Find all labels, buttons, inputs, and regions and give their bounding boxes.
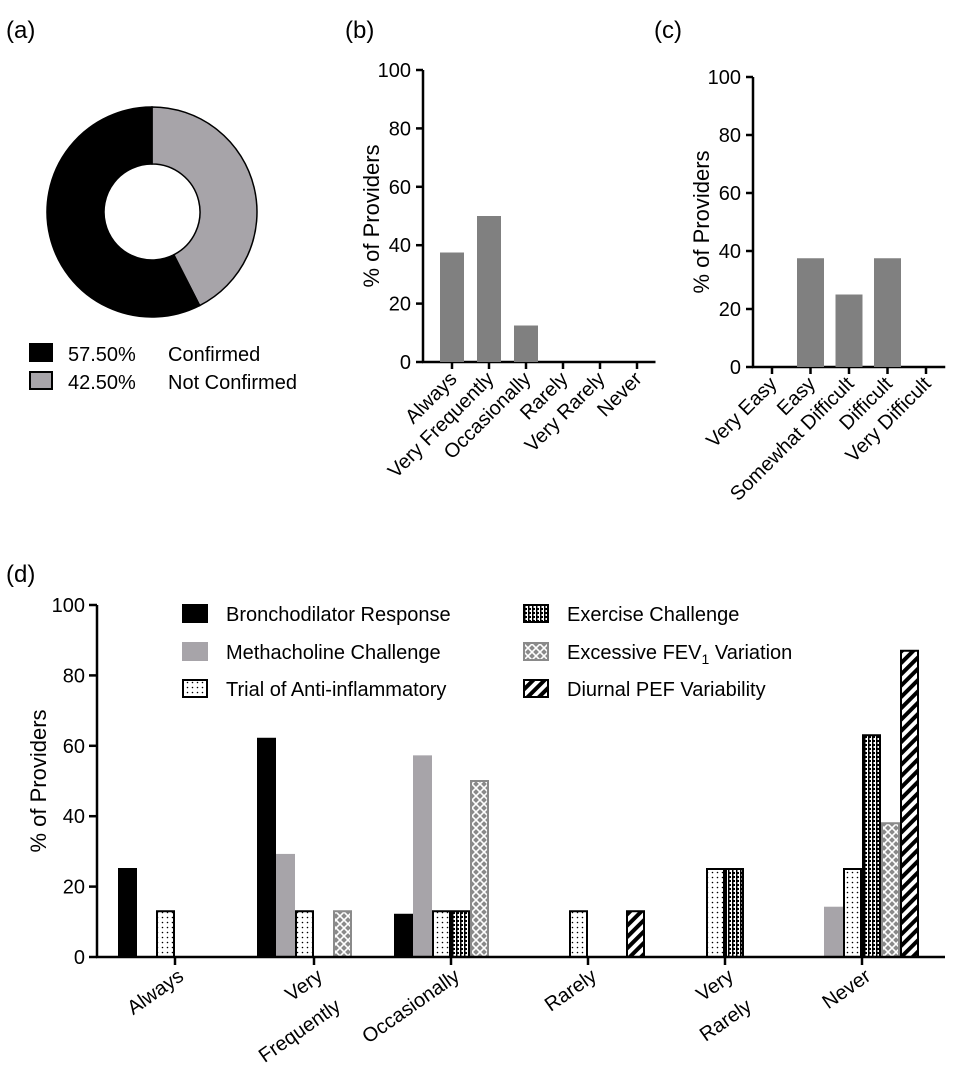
y-tick-label: 100 [378,60,411,82]
x-tick-label: Very Easy [702,373,781,452]
bar-dots-5 [843,868,862,958]
bar-solid-black-0 [118,868,137,958]
y-tick-label: 60 [389,177,411,199]
x-tick-label: Rarely [541,965,601,1016]
panel-d-label: (d) [6,561,35,588]
bar-difficult [874,258,901,367]
bar-grid-dark-2 [451,910,470,958]
bar-solid-black-1 [257,737,276,959]
panel-c-label: (c) [654,17,682,44]
legend-label-fev1-sub: 1 [701,651,709,667]
bar-dots-0 [156,910,175,958]
bar-grid-dark-4 [725,868,744,958]
y-tick-label: 80 [389,118,411,140]
y-axis-title: % of Providers [26,709,51,852]
legend-swatch-anti-inflammatory [182,679,208,698]
bar-crosshatch-1 [333,910,352,958]
bar-crosshatch-5 [881,822,900,958]
bar-solid-gray-2 [413,755,432,958]
legend-pct-confirmed: 57.50% [68,344,136,366]
y-tick-label: 80 [719,125,741,147]
x-tick-label: Very [281,965,326,1006]
bar-always [440,252,464,362]
y-tick-label: 80 [63,665,85,687]
legend-swatch-diurnal [523,679,549,698]
y-tick-label: 0 [400,352,411,374]
y-tick-label: 0 [74,947,85,969]
y-tick-label: 100 [52,595,85,617]
x-tick-label: Very [692,965,737,1006]
bar-solid-gray-5 [824,906,843,958]
legend-label-fev1: Excessive FEV1 Variation [567,642,792,667]
legend-label-confirmed: Confirmed [168,344,260,366]
legend-label-fev1-main: Excessive FEV [567,642,702,664]
donut-slice-confirmed [46,106,201,318]
legend-swatch-not-confirmed [29,371,53,390]
legend-swatch-methacholine [182,642,208,661]
y-tick-label: 0 [730,357,741,379]
donut-legend: 57.50% Confirmed 42.50% Not Confirmed [29,343,297,394]
bar-grid-dark-5 [862,734,881,958]
y-axis-title: % of Providers [359,144,384,287]
chart-d-legend: Bronchodilator Response Methacholine Cha… [182,604,792,701]
bar-occasionally [514,325,538,362]
bar-diagonal-3 [626,910,645,958]
x-tick-label: Never [819,965,876,1014]
donut-chart [46,106,258,318]
legend-swatch-exercise [523,604,549,623]
bar-somewhat-difficult [835,294,863,367]
legend-label-anti-inflammatory: Trial of Anti-inflammatory [226,679,446,701]
bar-crosshatch-2 [470,780,489,958]
y-tick-label: 20 [719,299,741,321]
bar-dots-4 [706,868,725,958]
legend-swatch-confirmed [29,343,53,362]
x-tick-label: Always [123,965,188,1019]
legend-label-diurnal: Diurnal PEF Variability [567,679,766,701]
x-tick-label: Frequently [255,995,345,1067]
y-tick-label: 40 [389,235,411,257]
legend-pct-not-confirmed: 42.50% [68,372,136,394]
panel-b-label: (b) [345,17,374,44]
bar-very-frequently [477,216,501,362]
bar-diagonal-5 [900,649,919,958]
y-tick-label: 100 [708,67,741,89]
panel-a-label: (a) [6,17,35,44]
bar-solid-black-2 [394,913,413,959]
legend-label-methacholine: Methacholine Challenge [226,642,441,664]
bar-solid-gray-1 [276,853,295,958]
legend-swatch-bronchodilator [182,604,208,623]
bar-dots-1 [295,910,314,958]
legend-label-fev1-tail: Variation [709,642,792,664]
legend-label-exercise: Exercise Challenge [567,604,739,626]
donut-slice-not-confirmed [151,106,258,307]
bar-dots-2 [432,910,451,958]
y-tick-label: 60 [63,736,85,758]
legend-label-not-confirmed: Not Confirmed [168,372,297,394]
bar-easy [797,258,824,367]
legend-label-bronchodilator: Bronchodilator Response [226,604,451,626]
y-tick-label: 20 [389,294,411,316]
bar-dots-3 [569,910,588,958]
legend-swatch-fev1 [523,642,549,661]
y-tick-label: 60 [719,183,741,205]
y-tick-label: 40 [719,241,741,263]
y-tick-label: 20 [63,877,85,899]
y-axis-title: % of Providers [689,150,714,293]
y-tick-label: 40 [63,806,85,828]
x-tick-label: Occasionally [358,965,464,1048]
